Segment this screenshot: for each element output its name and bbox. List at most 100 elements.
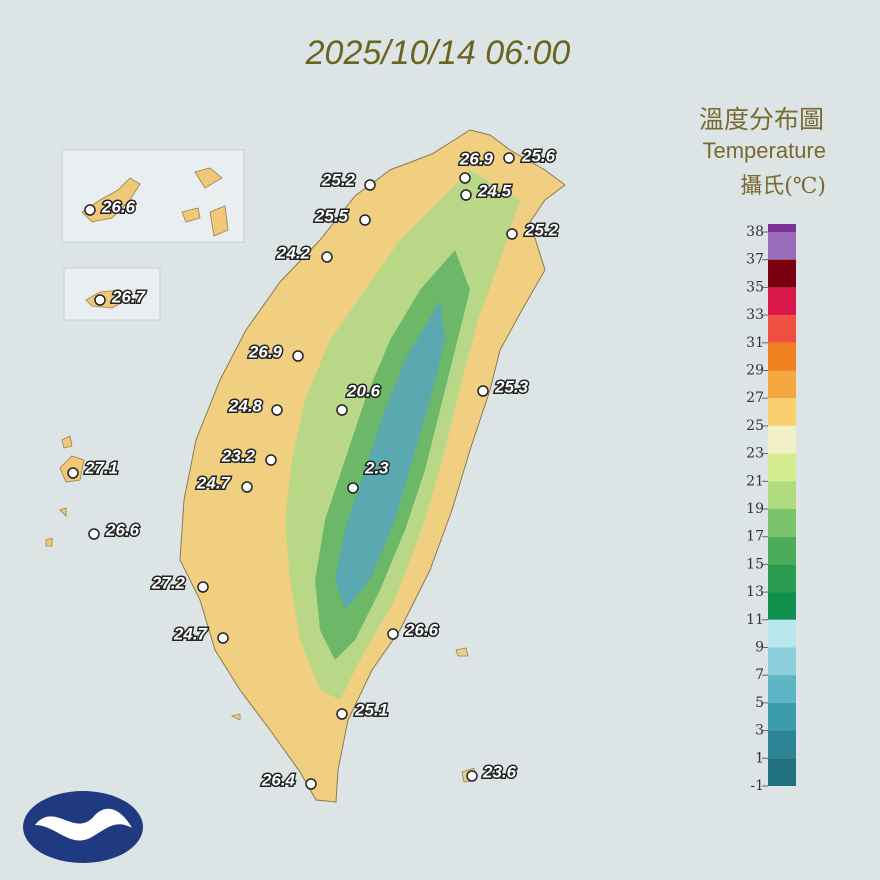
station-marker [241, 481, 253, 493]
legend-tick-label: 7 [755, 667, 764, 683]
legend-band [768, 509, 796, 537]
station-temperature: 26.4 [261, 770, 296, 789]
station-marker [94, 294, 106, 306]
station-marker [305, 778, 317, 790]
high-peaks [335, 300, 445, 610]
station-temperature: 24.2 [276, 243, 311, 262]
station-marker [477, 385, 489, 397]
station-temperature: 24.7 [196, 473, 232, 492]
legend-tick-label: 33 [746, 307, 764, 323]
station-marker [292, 350, 304, 362]
legend-band [768, 232, 796, 260]
legend-band [768, 370, 796, 399]
legend-tick-label: 25 [746, 418, 764, 434]
legend-tick-label: 5 [755, 695, 764, 711]
legend-band [768, 702, 796, 731]
station-temperature: 26.7 [111, 287, 147, 306]
station-temperature: 25.6 [521, 146, 556, 165]
legend-tick-label: -1 [750, 778, 764, 794]
penghu-islands [45, 435, 85, 547]
legend-tick-label: 21 [746, 473, 764, 489]
legend-band [768, 730, 796, 759]
legend-subtitle: Temperature [702, 138, 826, 163]
legend-band [768, 315, 796, 343]
legend-tick-label: 23 [746, 446, 764, 462]
legend: 溫度分布圖 Temperature 攝氏(℃) 3837353331292725… [699, 105, 826, 794]
station-temperature: 26.6 [101, 197, 136, 216]
station-marker [265, 454, 277, 466]
station-marker [503, 152, 515, 164]
legend-tick-label: 38 [746, 224, 764, 240]
legend-band [768, 481, 796, 509]
legend-band [768, 398, 796, 426]
station-temperature: 20.6 [346, 381, 381, 400]
legend-title: 溫度分布圖 [699, 105, 824, 134]
legend-band [768, 287, 796, 316]
legend-band [768, 758, 796, 786]
station-marker [359, 214, 371, 226]
legend-band [768, 425, 796, 454]
legend-tick-label: 9 [755, 640, 764, 656]
legend-tick-label: 15 [746, 556, 764, 572]
stations: 26.9 25.6 24.5 25.2 25.5 25.2 24.2 26.6 26.7 26.9… [67, 145, 560, 791]
station-temperature: 2.3 [364, 458, 389, 477]
station-marker [321, 251, 333, 263]
station-temperature: 26.6 [105, 520, 140, 539]
legend-band [768, 675, 796, 703]
station-temperature: 25.2 [321, 170, 356, 189]
station-marker [336, 404, 348, 416]
station-temperature: 26.9 [459, 149, 494, 168]
station-temperature: 24.7 [173, 624, 209, 643]
station-marker [67, 467, 79, 479]
station-temperature: 23.2 [221, 446, 256, 465]
logo-swirl [35, 808, 132, 841]
legend-tick-label: 17 [746, 529, 764, 545]
legend-tick-label: 11 [746, 612, 764, 628]
station-temperature: 25.2 [524, 220, 559, 239]
legend-band [768, 342, 796, 371]
station-temperature: 25.1 [354, 700, 388, 719]
kinmen-islands [81, 167, 229, 237]
station-marker [460, 189, 472, 201]
station-marker [84, 204, 96, 216]
station-temperature: 25.3 [494, 377, 529, 396]
legend-tick-label: 1 [755, 750, 764, 766]
station-temperature: 27.1 [84, 458, 118, 477]
legend-tick-label: 37 [746, 252, 764, 268]
legend-tick-label: 31 [746, 335, 764, 351]
legend-band [768, 619, 796, 648]
station-marker [271, 404, 283, 416]
station-marker [88, 528, 100, 540]
station-marker [336, 708, 348, 720]
station-temperature: 27.2 [151, 573, 186, 592]
legend-tick-label: 13 [746, 584, 764, 600]
legend-tick-label: 3 [755, 723, 764, 739]
legend-unit: 攝氏(℃) [740, 174, 826, 199]
station-marker [364, 179, 376, 191]
map-title: 2025/10/14 06:00 [305, 34, 571, 72]
station-temperature: 26.6 [404, 620, 439, 639]
legend-band [768, 592, 796, 620]
legend-tick-label: 35 [746, 279, 764, 295]
station-marker [459, 172, 471, 184]
station-marker [217, 632, 229, 644]
station-temperature: 23.6 [482, 762, 517, 781]
station-marker [387, 628, 399, 640]
station-temperature: 24.5 [477, 181, 512, 200]
legend-band [768, 564, 796, 593]
legend-tick-label: 27 [746, 390, 764, 406]
station-marker [466, 770, 478, 782]
station-temperature: 25.5 [314, 206, 349, 225]
station-marker [347, 482, 359, 494]
station-temperature: 26.9 [248, 342, 283, 361]
legend-band [768, 453, 796, 482]
legend-band [768, 536, 796, 565]
legend-band [768, 224, 796, 232]
station-marker [506, 228, 518, 240]
legend-tick-label: 29 [746, 363, 764, 379]
legend-band [768, 259, 796, 288]
legend-tick-label: 19 [746, 501, 764, 517]
legend-band [768, 647, 796, 676]
station-marker [197, 581, 209, 593]
